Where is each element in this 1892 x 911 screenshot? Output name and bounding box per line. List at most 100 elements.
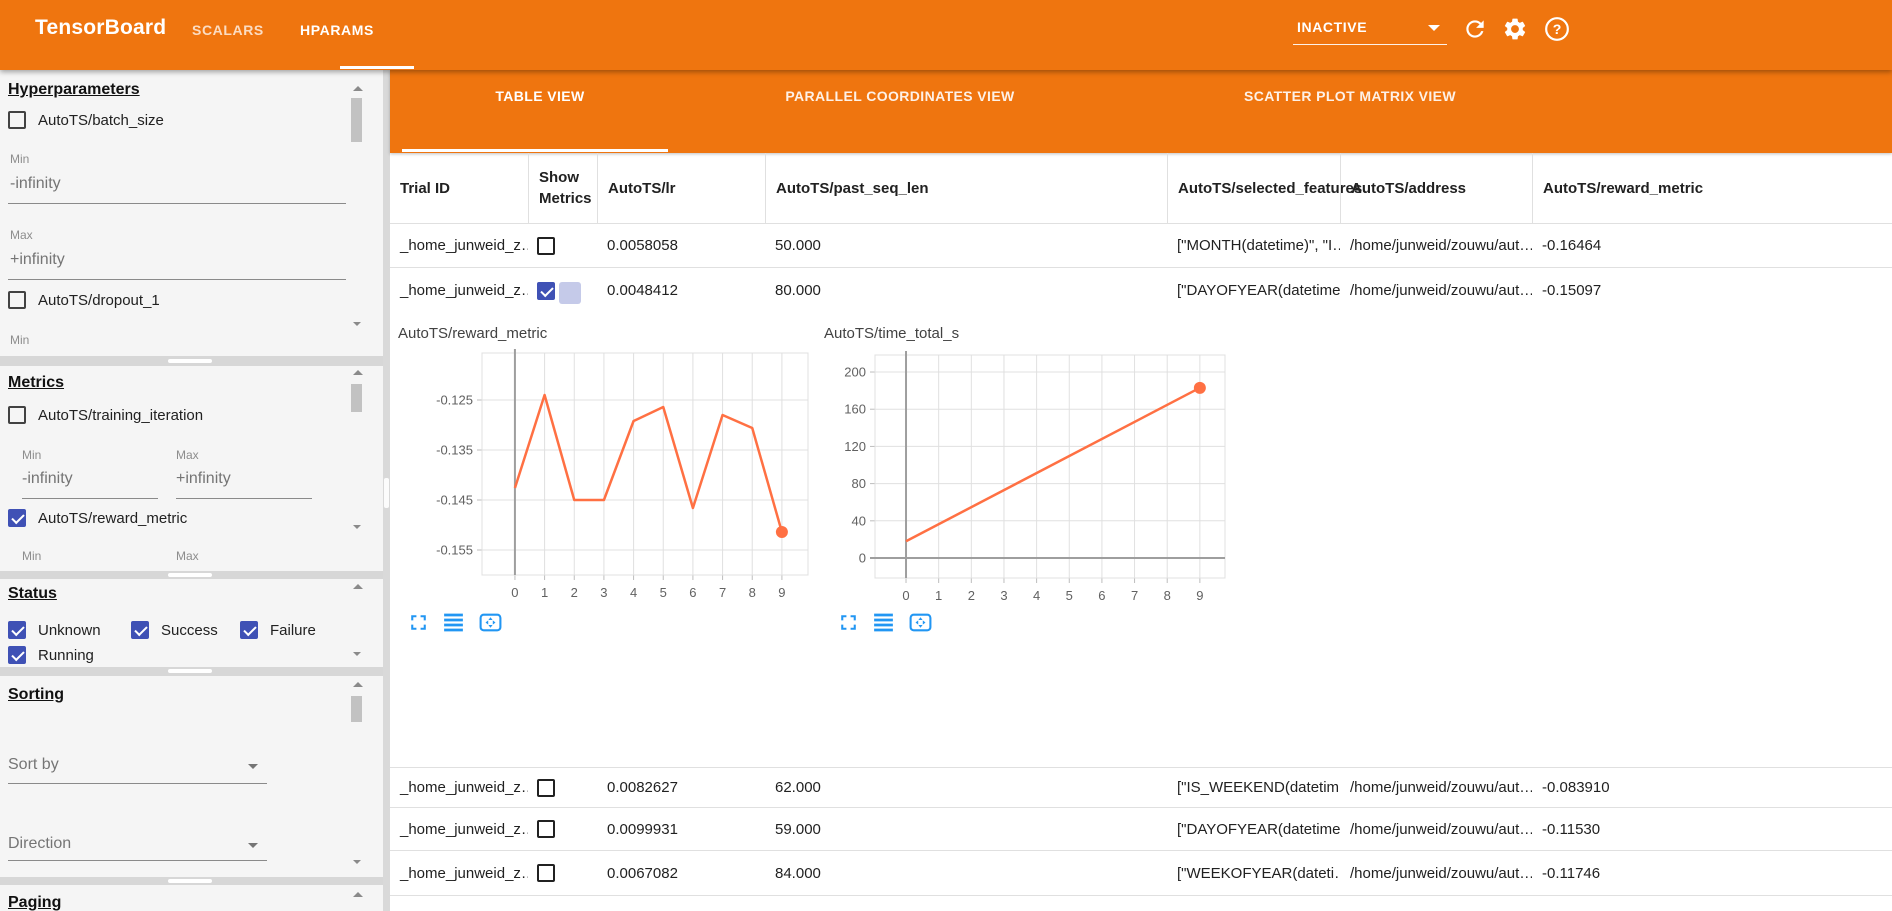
min-input[interactable]: -infinity xyxy=(10,175,61,192)
fullscreen-icon[interactable] xyxy=(406,610,431,635)
svg-text:5: 5 xyxy=(660,585,667,600)
active-view-indicator xyxy=(402,149,668,152)
section-resizer[interactable] xyxy=(0,571,383,579)
cell-address: /home/junweid/zouwu/aut… xyxy=(1350,864,1532,882)
column-header-show-metrics[interactable]: Show Metrics xyxy=(528,153,597,223)
chevron-down-icon[interactable] xyxy=(248,843,258,848)
pan-zoom-icon[interactable] xyxy=(908,610,933,635)
checkbox-dropout-1[interactable] xyxy=(8,291,26,309)
run-selector-underline xyxy=(1293,44,1447,45)
time-total-line-chart[interactable]: 0 40 80 120 160 200 0 1 2 3 4 5 6 7 8 9 xyxy=(835,345,1275,615)
section-resizer[interactable] xyxy=(0,667,383,676)
scroll-up-icon[interactable] xyxy=(353,86,363,91)
tab-hparams[interactable]: HPARAMS xyxy=(300,22,374,38)
column-header-past-seq-len[interactable]: AutoTS/past_seq_len xyxy=(765,153,1167,223)
run-selector[interactable]: INACTIVE xyxy=(1297,19,1368,35)
scrollbar-thumb[interactable] xyxy=(384,478,389,508)
svg-text:7: 7 xyxy=(1131,588,1138,603)
table-row[interactable]: _home_junweid_z… 0.0082627 62.000 ["IS_W… xyxy=(390,768,1892,808)
cell-selected-features: ["DAYOFYEAR(datetime… xyxy=(1177,820,1340,838)
column-header-selected-features[interactable]: AutoTS/selected_features xyxy=(1167,153,1362,223)
refresh-icon[interactable] xyxy=(1462,16,1488,42)
table-row[interactable]: _home_junweid_z… 0.0048412 80.000 ["DAYO… xyxy=(390,268,1892,313)
table-row[interactable]: _home_junweid_z… 0.0067082 84.000 ["WEEK… xyxy=(390,851,1892,896)
scroll-down-icon[interactable] xyxy=(353,322,361,326)
data-table-icon[interactable] xyxy=(441,610,466,635)
tab-scatter-plot-matrix-view[interactable]: SCATTER PLOT MATRIX VIEW xyxy=(1243,88,1457,104)
metrics-heading: Metrics xyxy=(8,374,65,391)
svg-text:9: 9 xyxy=(1196,588,1203,603)
checkbox-reward-metric[interactable] xyxy=(8,509,26,527)
svg-text:200: 200 xyxy=(844,365,866,380)
checkbox-status-success[interactable] xyxy=(131,621,149,639)
checkbox-label: AutoTS/training_iteration xyxy=(38,407,204,424)
data-table-icon[interactable] xyxy=(871,610,896,635)
cell-reward-metric: -0.16464 xyxy=(1542,237,1602,254)
cell-lr: 0.0082627 xyxy=(607,779,678,796)
column-header-reward-metric[interactable]: AutoTS/reward_metric xyxy=(1532,153,1892,223)
column-header-address[interactable]: AutoTS/address xyxy=(1340,153,1532,223)
scroll-up-icon[interactable] xyxy=(353,370,363,375)
chevron-down-icon[interactable] xyxy=(248,764,258,769)
checkbox-label: Success xyxy=(161,622,218,639)
column-header-lr[interactable]: AutoTS/lr xyxy=(597,153,765,223)
max-input[interactable]: +infinity xyxy=(10,251,65,268)
checkbox-label: Running xyxy=(38,647,94,664)
metrics-expansion-panel: AutoTS/reward_metric AutoTS/time_total_s… xyxy=(390,313,1892,768)
table-row[interactable]: _home_junweid_z… 0.0058058 50.000 ["MONT… xyxy=(390,224,1892,268)
min-input[interactable]: -infinity xyxy=(22,470,73,487)
main-scrollbar-strip[interactable] xyxy=(383,70,390,911)
tab-table-view[interactable]: TABLE VIEW xyxy=(495,88,585,104)
section-resizer[interactable] xyxy=(0,877,383,885)
main-content: TABLE VIEW PARALLEL COORDINATES VIEW SCA… xyxy=(390,70,1892,911)
checkbox-status-failure[interactable] xyxy=(240,621,258,639)
scroll-up-icon[interactable] xyxy=(353,682,363,687)
show-metrics-checkbox[interactable] xyxy=(537,820,555,838)
column-header-trial-id[interactable]: Trial ID xyxy=(400,179,451,197)
svg-text:-0.125: -0.125 xyxy=(436,393,473,408)
cell-trial-id: _home_junweid_z… xyxy=(400,282,528,299)
section-resizer[interactable] xyxy=(0,356,383,366)
show-metrics-checkbox[interactable] xyxy=(537,236,555,255)
checkbox-label: AutoTS/reward_metric xyxy=(38,510,188,527)
checkbox-status-unknown[interactable] xyxy=(8,621,26,639)
svg-text:-0.145: -0.145 xyxy=(436,493,473,508)
scroll-down-icon[interactable] xyxy=(353,652,361,656)
reward-metric-line-chart[interactable]: -0.125 -0.135 -0.145 -0.155 0 1 2 3 4 5 6 7 8 9 xyxy=(420,345,860,615)
show-metrics-checkbox[interactable] xyxy=(537,778,555,797)
tab-parallel-coordinates-view[interactable]: PARALLEL COORDINATES VIEW xyxy=(785,88,1015,104)
help-icon[interactable]: ? xyxy=(1544,16,1570,42)
svg-text:0: 0 xyxy=(902,588,909,603)
table-row[interactable]: _home_junweid_z… 0.0099931 59.000 ["DAYO… xyxy=(390,808,1892,851)
scrollbar-thumb[interactable] xyxy=(351,384,362,412)
svg-text:2: 2 xyxy=(968,588,975,603)
settings-gear-icon[interactable] xyxy=(1502,16,1528,42)
scroll-up-icon[interactable] xyxy=(353,584,363,589)
sort-by-select[interactable]: Sort by xyxy=(8,756,59,773)
pan-zoom-icon[interactable] xyxy=(478,610,503,635)
cell-reward-metric: -0.083910 xyxy=(1542,779,1610,796)
show-metrics-checkbox[interactable] xyxy=(537,864,555,882)
scrollbar-thumb[interactable] xyxy=(351,696,362,722)
svg-text:1: 1 xyxy=(541,585,548,600)
max-label: Max xyxy=(176,549,199,563)
fullscreen-icon[interactable] xyxy=(836,610,861,635)
max-input[interactable]: +infinity xyxy=(176,470,231,487)
svg-text:8: 8 xyxy=(1164,588,1171,603)
app-bar: TensorBoard SCALARS HPARAMS INACTIVE ? xyxy=(0,0,1892,70)
show-metrics-checkbox[interactable] xyxy=(537,281,581,304)
scroll-up-icon[interactable] xyxy=(353,892,363,897)
direction-select[interactable]: Direction xyxy=(8,835,72,852)
checkbox-batch-size[interactable] xyxy=(8,111,26,129)
tab-scalars[interactable]: SCALARS xyxy=(192,22,264,38)
checkbox-status-running[interactable] xyxy=(8,646,26,664)
svg-text:6: 6 xyxy=(1098,588,1105,603)
scroll-down-icon[interactable] xyxy=(353,860,361,864)
svg-text:?: ? xyxy=(1553,21,1562,37)
scrollbar-thumb[interactable] xyxy=(351,98,362,142)
checkbox-ripple xyxy=(559,281,581,304)
scroll-down-icon[interactable] xyxy=(353,525,361,529)
section-status: Status Unknown Success Failure Running xyxy=(0,579,383,667)
checkbox-training-iteration[interactable] xyxy=(8,406,26,424)
dropdown-arrow-icon[interactable] xyxy=(1428,25,1440,31)
